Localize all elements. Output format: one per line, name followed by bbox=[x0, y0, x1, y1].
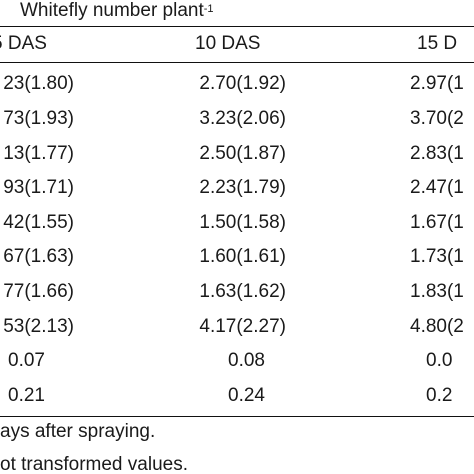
column-header-10das: 10 DAS bbox=[195, 33, 261, 54]
table-cell: 2.97(1 bbox=[410, 73, 464, 94]
table-cell: 1.50(1.58) bbox=[199, 212, 286, 233]
footnote-transformed: ot transformed values. bbox=[0, 454, 188, 474]
table-header-title: Whitefly number plant-1 bbox=[20, 0, 214, 22]
header-rule bbox=[0, 26, 474, 27]
table-cell: 13(1.77) bbox=[3, 143, 74, 164]
header-title-superscript: -1 bbox=[203, 3, 214, 15]
table-cell: 1.67(1 bbox=[410, 212, 464, 233]
footnote-das: ays after spraying. bbox=[0, 421, 156, 442]
table-cell: 53(2.13) bbox=[3, 316, 74, 337]
table-cell: 0.2 bbox=[426, 385, 453, 406]
table-cell: 77(1.66) bbox=[3, 281, 74, 302]
table-cell: 1.63(1.62) bbox=[199, 281, 286, 302]
table-cell: 2.23(1.79) bbox=[199, 177, 286, 198]
table-cell: 0.07 bbox=[8, 350, 45, 371]
table-cell: 0.0 bbox=[426, 350, 453, 371]
table-cell: 2.50(1.87) bbox=[199, 143, 286, 164]
column-header-rule bbox=[0, 62, 474, 63]
table-cell: 3.23(2.06) bbox=[199, 108, 286, 129]
table-cell: 73(1.93) bbox=[3, 108, 74, 129]
table-cell: 42(1.55) bbox=[3, 212, 74, 233]
table-cell: 2.70(1.92) bbox=[199, 73, 286, 94]
table-cell: 1.83(1 bbox=[410, 281, 464, 302]
table-cell: 1.73(1 bbox=[410, 246, 464, 267]
table-cell: 67(1.63) bbox=[3, 246, 74, 267]
table-cell: 2.83(1 bbox=[410, 143, 464, 164]
table-cell: 4.80(2 bbox=[410, 316, 464, 337]
table-cell: 0.21 bbox=[8, 385, 45, 406]
table-cell: 4.17(2.27) bbox=[199, 316, 286, 337]
column-header-15das: 15 D bbox=[417, 33, 458, 54]
table-cell: 0.08 bbox=[228, 350, 265, 371]
table-cell: 3.70(2 bbox=[410, 108, 464, 129]
table-cell: 2.47(1 bbox=[410, 177, 464, 198]
table-cell: 1.60(1.61) bbox=[199, 246, 286, 267]
table-bottom-rule bbox=[0, 416, 474, 417]
header-title-text: Whitefly number plant bbox=[20, 0, 204, 21]
table-cell: 23(1.80) bbox=[3, 73, 74, 94]
column-header-5das: 5 DAS bbox=[0, 33, 47, 54]
table-cell: 0.24 bbox=[228, 385, 265, 406]
table-cell: 93(1.71) bbox=[3, 177, 74, 198]
